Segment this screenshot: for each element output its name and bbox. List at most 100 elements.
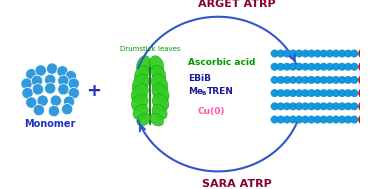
Circle shape (302, 76, 309, 84)
Circle shape (271, 103, 278, 110)
Circle shape (283, 103, 290, 110)
Circle shape (314, 63, 321, 70)
Text: Me: Me (188, 87, 203, 96)
Circle shape (271, 50, 278, 57)
Circle shape (295, 76, 303, 84)
Circle shape (320, 116, 328, 123)
Circle shape (326, 89, 334, 97)
Circle shape (271, 76, 278, 84)
Ellipse shape (134, 65, 149, 83)
Circle shape (271, 116, 278, 123)
Circle shape (344, 76, 352, 84)
Circle shape (326, 103, 334, 110)
Circle shape (344, 50, 352, 57)
Circle shape (338, 76, 346, 84)
Ellipse shape (152, 84, 169, 103)
Circle shape (62, 104, 73, 115)
Ellipse shape (137, 56, 151, 74)
Circle shape (358, 74, 370, 86)
Circle shape (338, 89, 346, 97)
Circle shape (320, 89, 328, 97)
Circle shape (314, 50, 321, 57)
Circle shape (58, 84, 69, 95)
Ellipse shape (137, 113, 150, 126)
Circle shape (46, 63, 58, 74)
Circle shape (302, 89, 309, 97)
Circle shape (295, 89, 303, 97)
Circle shape (283, 89, 290, 97)
Circle shape (283, 63, 290, 70)
Circle shape (351, 63, 358, 70)
Circle shape (283, 116, 290, 123)
Circle shape (358, 88, 370, 99)
Circle shape (308, 63, 315, 70)
Circle shape (289, 76, 297, 84)
Circle shape (45, 83, 56, 94)
Circle shape (326, 116, 334, 123)
Circle shape (344, 63, 352, 70)
Circle shape (32, 84, 43, 95)
Text: TREN: TREN (207, 87, 234, 96)
Circle shape (351, 116, 358, 123)
Circle shape (320, 50, 328, 57)
Ellipse shape (152, 104, 167, 120)
Circle shape (26, 97, 37, 108)
Circle shape (277, 103, 285, 110)
Circle shape (332, 63, 340, 70)
Circle shape (289, 89, 297, 97)
Circle shape (289, 116, 297, 123)
Circle shape (314, 89, 321, 97)
Circle shape (277, 76, 285, 84)
Circle shape (332, 89, 340, 97)
Circle shape (320, 103, 328, 110)
Circle shape (289, 103, 297, 110)
Circle shape (351, 89, 358, 97)
Circle shape (21, 78, 32, 89)
Circle shape (308, 116, 315, 123)
Text: Cu(0): Cu(0) (197, 108, 225, 116)
Circle shape (31, 75, 43, 87)
Ellipse shape (151, 65, 166, 83)
Circle shape (65, 70, 76, 82)
Circle shape (45, 74, 56, 86)
Circle shape (283, 76, 290, 84)
Circle shape (326, 76, 334, 84)
Circle shape (332, 103, 340, 110)
Circle shape (63, 96, 75, 107)
Circle shape (302, 63, 309, 70)
Circle shape (338, 116, 346, 123)
Circle shape (26, 69, 37, 80)
Ellipse shape (150, 56, 164, 74)
Circle shape (314, 76, 321, 84)
Circle shape (358, 101, 370, 112)
Circle shape (271, 63, 278, 70)
Circle shape (68, 78, 79, 89)
Circle shape (35, 65, 46, 76)
Circle shape (320, 63, 328, 70)
Ellipse shape (131, 84, 148, 103)
Circle shape (308, 103, 315, 110)
Ellipse shape (131, 94, 148, 111)
Circle shape (33, 105, 45, 116)
Text: Ascorbic acid: Ascorbic acid (188, 58, 255, 67)
Circle shape (344, 89, 352, 97)
Circle shape (338, 103, 346, 110)
Circle shape (277, 89, 285, 97)
Circle shape (338, 50, 346, 57)
Ellipse shape (132, 74, 149, 93)
Text: 6: 6 (202, 91, 206, 96)
Circle shape (358, 61, 370, 72)
Circle shape (277, 63, 285, 70)
Circle shape (314, 103, 321, 110)
Circle shape (332, 116, 340, 123)
Circle shape (338, 63, 346, 70)
Circle shape (277, 50, 285, 57)
Circle shape (271, 89, 278, 97)
Circle shape (295, 116, 303, 123)
Circle shape (68, 88, 79, 99)
Circle shape (344, 116, 352, 123)
Circle shape (351, 76, 358, 84)
Circle shape (277, 116, 285, 123)
Circle shape (332, 50, 340, 57)
Circle shape (332, 76, 340, 84)
